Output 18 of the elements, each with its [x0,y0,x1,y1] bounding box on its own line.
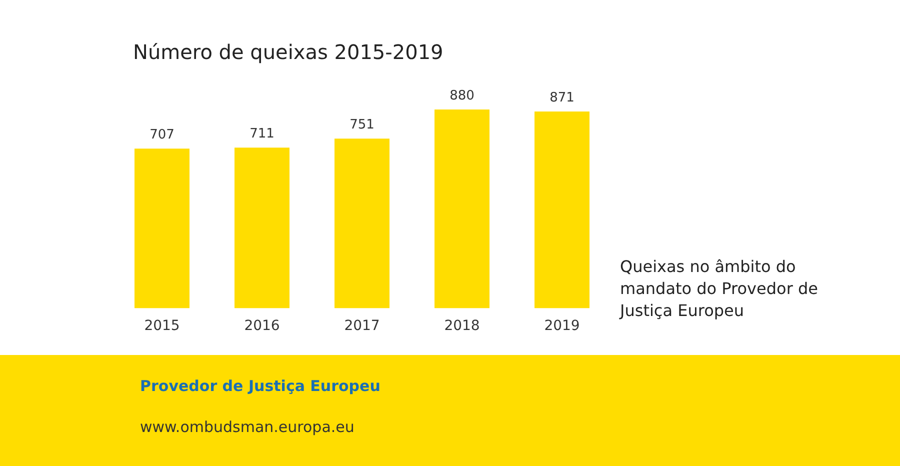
x-tick-label: 2018 [444,318,480,334]
data-label: 751 [350,118,374,133]
x-tick-label: 2015 [144,318,180,334]
x-tick-label: 2016 [244,318,280,334]
bar [234,148,290,308]
bar [134,148,190,308]
bar [434,110,490,308]
data-label: 871 [550,90,574,106]
text: Queixas no âmbito do mandato do Provedor de Justiça Europeu [620,256,819,322]
data-label: 711 [250,126,274,142]
bar [334,138,390,308]
data-label: 707 [150,127,174,142]
chart-title: Número de queixas 2015-2019 [133,40,444,64]
x-tick-label: 2019 [544,318,580,334]
bar [534,112,590,308]
footer-panel: Provedor de Justiça Europeu www.ombudsman.europa.eu [0,355,900,466]
x-tick-label: 2017 [344,318,380,334]
data-label: 880 [450,88,474,104]
